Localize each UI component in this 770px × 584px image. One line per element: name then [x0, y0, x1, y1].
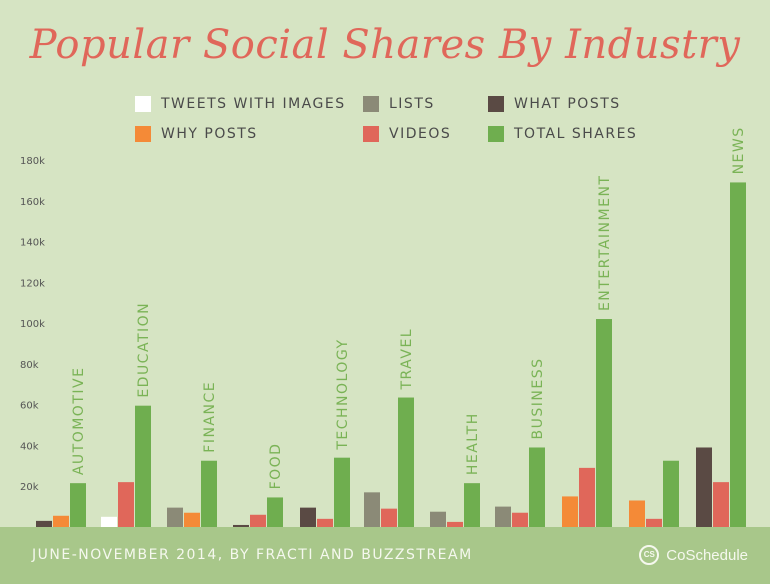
bar-group-finance: FINANCE: [167, 381, 218, 527]
bar-total-shares: [529, 447, 545, 527]
category-label-health: HEALTH: [465, 412, 481, 475]
bar-group-news: NEWS: [696, 126, 747, 527]
category-label-food: FOOD: [268, 443, 284, 490]
bar-total-shares: [334, 457, 350, 527]
category-label-news: NEWS: [731, 126, 747, 174]
coschedule-logo-icon: CS: [639, 545, 660, 565]
bar-videos: [381, 508, 397, 527]
bar-group-health: HEALTH: [430, 412, 481, 527]
chart-legend: TWEETS WITH IMAGES LISTS WHAT POSTS WHY …: [0, 0, 770, 160]
legend-item-why-posts: WHY POSTS: [135, 126, 258, 142]
bar-total-shares: [201, 460, 217, 527]
bar-videos: [118, 482, 134, 527]
bar-tweets-with-images: [101, 516, 117, 527]
bar-why-posts: [53, 515, 69, 527]
bar-total-shares: [267, 497, 283, 527]
category-label-technology: TECHNOLOGY: [335, 338, 351, 450]
bar-lists: [364, 492, 380, 527]
legend-item-what-posts: WHAT POSTS: [488, 96, 621, 112]
bar-why-posts: [184, 512, 200, 527]
chart-title: Popular Social Shares By Industry: [29, 22, 741, 68]
y-tick-label: 140k: [20, 238, 45, 249]
brand-name: CoSchedule: [666, 546, 748, 564]
bar-total-shares: [663, 460, 679, 527]
legend-label: TWEETS WITH IMAGES: [161, 96, 346, 112]
legend-swatch: [135, 96, 151, 112]
legend-swatch: [488, 126, 504, 142]
bar-what-posts: [233, 524, 249, 527]
bar-total-shares: [464, 483, 480, 527]
y-tick-label: 40k: [20, 441, 39, 452]
legend-item-total-shares: TOTAL SHARES: [488, 126, 637, 142]
legend-swatch: [363, 126, 379, 142]
y-tick-label: 60k: [20, 401, 39, 412]
category-label-automotive: AUTOMOTIVE: [71, 367, 87, 476]
bar-total-shares: [730, 182, 746, 527]
bar-total-shares: [596, 319, 612, 527]
legend-label: WHY POSTS: [161, 126, 258, 142]
bar-group-entertainment: ENTERTAINMENT: [562, 175, 613, 527]
category-label-travel: TRAVEL: [399, 328, 415, 391]
bar-total-shares: [398, 397, 414, 527]
footer-bar: JUNE-NOVEMBER 2014, BY FRACTI AND BUZZST…: [0, 527, 770, 584]
bar-lists: [430, 511, 446, 527]
legend-label: TOTAL SHARES: [514, 126, 638, 142]
bar-group-business: BUSINESS: [495, 358, 546, 527]
category-label-business: BUSINESS: [530, 358, 546, 440]
bar-lists: [495, 506, 511, 527]
bar-what-posts: [696, 447, 712, 527]
bar-group-technology: TECHNOLOGY: [300, 338, 351, 527]
bar-total-shares: [70, 483, 86, 527]
legend-label: LISTS: [389, 96, 435, 112]
bar-why-posts: [562, 496, 578, 527]
bar-videos: [447, 521, 463, 527]
y-tick-label: 100k: [20, 319, 45, 330]
legend-item-tweets-with-images: TWEETS WITH IMAGES: [135, 96, 346, 112]
bar-group-travel: TRAVEL: [364, 328, 415, 527]
bar-what-posts: [300, 507, 316, 527]
bar-group-unlabeled: [629, 460, 679, 527]
legend-label: WHAT POSTS: [514, 96, 621, 112]
bar-group-food: FOOD: [233, 443, 284, 527]
y-tick-label: 120k: [20, 278, 45, 289]
bar-group-education: EDUCATION: [101, 302, 152, 527]
bar-group-automotive: AUTOMOTIVE: [36, 367, 87, 527]
bar-videos: [579, 467, 595, 527]
y-tick-label: 160k: [20, 197, 45, 208]
bar-videos: [512, 512, 528, 527]
bar-videos: [713, 482, 729, 527]
source-credit: JUNE-NOVEMBER 2014, BY FRACTI AND BUZZST…: [32, 547, 473, 563]
legend-item-lists: LISTS: [363, 96, 435, 112]
category-label-finance: FINANCE: [202, 381, 218, 453]
bar-total-shares: [135, 405, 151, 527]
category-label-entertainment: ENTERTAINMENT: [597, 175, 613, 312]
y-tick-label: 180k: [20, 156, 45, 167]
bar-why-posts: [629, 500, 645, 527]
bar-videos: [250, 514, 266, 527]
bar-lists: [167, 507, 183, 527]
legend-swatch: [363, 96, 379, 112]
legend-label: VIDEOS: [389, 126, 452, 142]
bar-videos: [646, 518, 662, 527]
category-label-education: EDUCATION: [136, 302, 152, 398]
bar-videos: [317, 518, 333, 527]
legend-swatch: [488, 96, 504, 112]
legend-swatch: [135, 126, 151, 142]
legend-item-videos: VIDEOS: [363, 126, 451, 142]
bar-what-posts: [36, 520, 52, 527]
brand-logo: CS CoSchedule: [639, 545, 748, 565]
y-tick-label: 20k: [20, 482, 39, 493]
y-tick-label: 80k: [20, 360, 39, 371]
